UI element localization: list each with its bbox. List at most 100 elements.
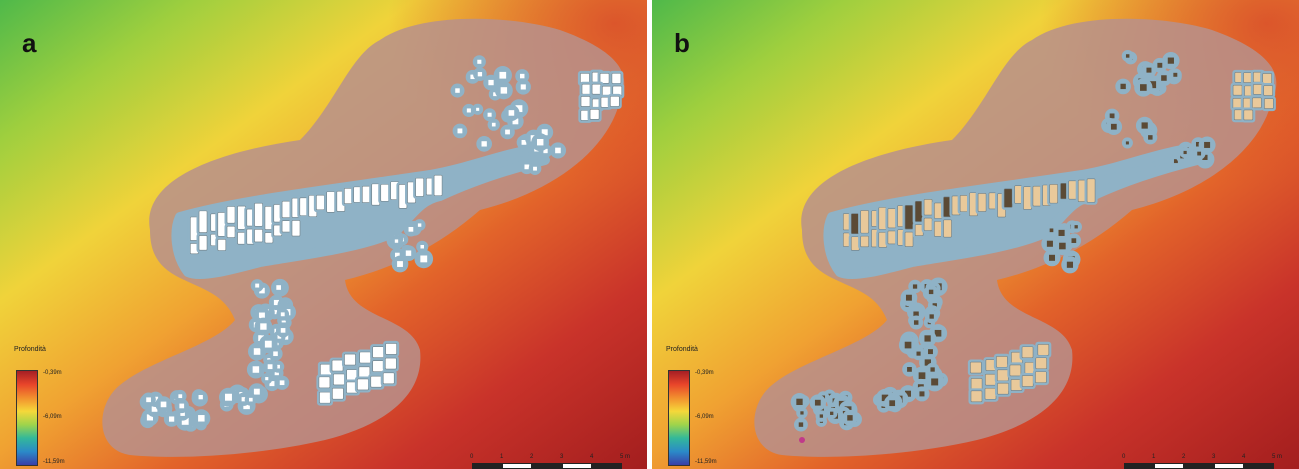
small-feature (1197, 151, 1202, 156)
small-feature (928, 349, 933, 355)
small-feature (924, 335, 931, 342)
map-panel-b: b Profondità -0,39m -6,09m -11,59m 0 1 2… (652, 0, 1299, 469)
small-feature (916, 351, 921, 356)
scale-segment (592, 463, 622, 469)
small-feature (819, 414, 824, 418)
building-footprint (226, 225, 236, 238)
small-feature (1148, 135, 1153, 140)
small-feature (253, 388, 260, 395)
building-footprint (943, 219, 952, 238)
small-feature (1204, 141, 1211, 148)
small-feature (408, 226, 414, 232)
small-feature (918, 372, 926, 380)
building-footprint (372, 346, 384, 358)
building-footprint (860, 235, 869, 248)
small-feature (260, 323, 267, 330)
building-footprint (609, 96, 620, 107)
small-feature (889, 400, 896, 407)
legend-mid-label: -6,09m (43, 414, 62, 420)
small-feature (259, 287, 265, 294)
scale-tick: 5 m (620, 454, 631, 460)
building-footprint (358, 366, 371, 379)
small-feature (168, 416, 175, 422)
scale-bar: 0 1 2 3 4 5 m (470, 454, 640, 469)
building-footprint (970, 361, 982, 374)
building-footprint (887, 230, 897, 245)
building-footprint (1032, 185, 1042, 207)
building-footprint (996, 355, 1008, 368)
small-feature (274, 370, 279, 376)
building-footprint (599, 73, 610, 84)
small-feature (1173, 72, 1178, 77)
building-footprint (970, 378, 983, 390)
small-feature (405, 250, 412, 256)
small-feature (1059, 242, 1066, 250)
small-feature (146, 397, 151, 403)
building-footprint (996, 369, 1009, 382)
building-footprint (904, 231, 914, 247)
building-footprint (344, 353, 356, 366)
scale-tick: 3 (1212, 454, 1216, 460)
map-canvas-b (652, 0, 1299, 469)
map-panel-a: a Profondità -0,39m -6,09m -11,59m 0 1 2… (0, 0, 647, 469)
scale-segment (1154, 463, 1184, 469)
small-feature (512, 118, 519, 125)
small-feature (420, 255, 428, 263)
building-footprint (923, 217, 933, 231)
building-footprint (904, 205, 914, 230)
small-feature (476, 107, 480, 111)
small-feature (904, 341, 912, 349)
small-feature (524, 164, 530, 170)
building-footprint (1035, 371, 1047, 383)
legend-low-label: -11,59m (695, 459, 717, 465)
small-feature (798, 422, 804, 427)
building-footprint (1263, 85, 1273, 96)
building-footprint (1232, 97, 1243, 109)
building-footprint (217, 239, 227, 251)
building-footprint (333, 373, 345, 386)
small-feature (520, 84, 526, 90)
small-feature (466, 108, 471, 113)
building-footprint (850, 213, 860, 235)
building-footprint (1037, 343, 1050, 356)
small-feature (536, 138, 544, 146)
scale-tick: 3 (560, 454, 564, 460)
small-feature (847, 415, 853, 421)
small-feature (488, 79, 494, 86)
building-footprint (850, 236, 860, 251)
small-feature (912, 284, 918, 289)
small-feature (277, 334, 282, 339)
small-feature (881, 394, 889, 402)
small-feature (243, 402, 250, 410)
panel-label: b (674, 28, 690, 58)
small-feature (913, 320, 919, 325)
small-feature (487, 112, 492, 117)
small-feature (252, 366, 260, 373)
small-feature (1058, 229, 1065, 236)
small-feature (267, 364, 273, 370)
small-feature (1146, 67, 1152, 73)
small-feature (253, 348, 261, 355)
small-feature (500, 87, 508, 94)
building-footprint (384, 357, 397, 370)
small-feature (1195, 141, 1201, 147)
small-feature (924, 359, 931, 366)
small-feature (1173, 159, 1178, 164)
building-footprint (361, 185, 371, 203)
small-feature (394, 239, 399, 243)
small-feature (1161, 75, 1167, 81)
small-feature (241, 397, 246, 402)
small-feature (932, 303, 937, 308)
building-footprint (198, 235, 208, 251)
small-feature (280, 328, 286, 333)
scale-tick: 2 (530, 454, 534, 460)
building-footprint (1068, 180, 1077, 200)
small-feature (1125, 54, 1130, 58)
small-feature (515, 105, 523, 113)
depth-legend: Profondità -0,39m -6,09m -11,59m (662, 346, 732, 468)
small-feature (394, 252, 400, 258)
building-footprint (984, 387, 997, 400)
small-feature (1202, 154, 1208, 160)
scale-bar: 0 1 2 3 4 5 m (1122, 454, 1292, 469)
building-footprint (1262, 73, 1272, 84)
